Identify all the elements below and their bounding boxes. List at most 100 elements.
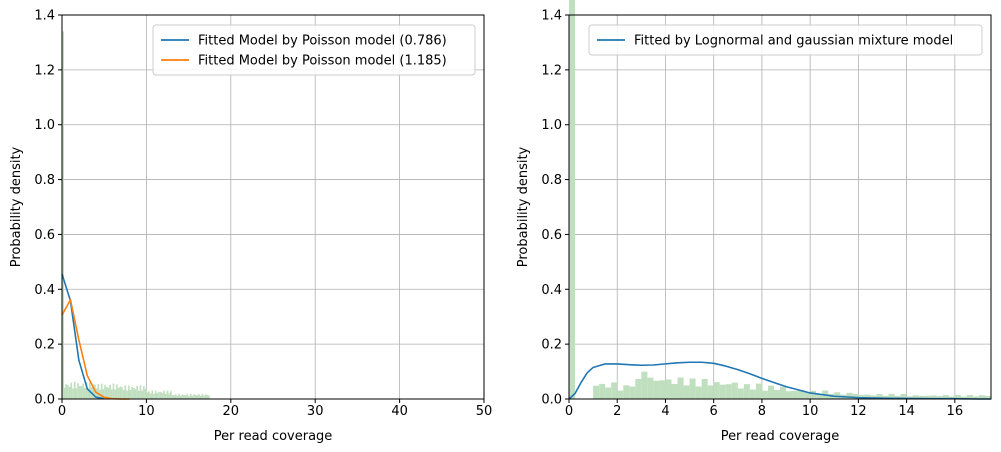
- x-axis-label: Per read coverage: [721, 429, 840, 444]
- histogram-bar: [611, 382, 618, 399]
- chart-panel-2: 0 2 4 6 8 10 12 14 16 0.0 0.2 0.4 0.6 0.8 1.0 1.2 1.4 Per…: [516, 0, 992, 444]
- histogram-bar: [80, 385, 83, 399]
- histogram-bar: [97, 384, 100, 399]
- legend-box: [152, 24, 476, 76]
- histogram-bar: [116, 384, 118, 399]
- histogram-bar: [966, 394, 973, 399]
- histogram-bar: [173, 395, 176, 399]
- series-line-1: [61, 273, 105, 400]
- axes-frame: [61, 14, 485, 400]
- histogram-bar: [102, 389, 105, 399]
- histogram-bar: [954, 394, 961, 399]
- histogram-bar: [767, 385, 774, 399]
- histogram-bar: [204, 394, 207, 399]
- x-tick-label: 30: [307, 404, 324, 419]
- histogram-bar: [719, 384, 726, 399]
- histogram-bar: [117, 387, 120, 399]
- histogram-bar: [148, 391, 150, 399]
- histogram-bar: [181, 394, 184, 399]
- histogram-bar: [695, 386, 702, 399]
- x-tick-label: 20: [223, 404, 240, 419]
- histogram-bar: [804, 391, 811, 399]
- histogram-bar: [178, 393, 180, 399]
- histogram-bar: [683, 385, 690, 399]
- x-tick-label: 16: [947, 404, 964, 419]
- histogram-bar: [731, 382, 738, 399]
- histogram: [62, 31, 210, 399]
- histogram-bar: [208, 395, 210, 399]
- histogram-bar: [199, 395, 202, 399]
- x-tick-label: 10: [138, 404, 155, 419]
- histogram-bar: [206, 394, 209, 399]
- histogram-bar: [137, 390, 140, 399]
- histogram-bar: [166, 390, 169, 399]
- x-tick-label: 12: [850, 404, 867, 419]
- histogram-bar: [126, 390, 128, 399]
- histogram-bar: [749, 389, 756, 399]
- histogram-bar: [131, 387, 133, 399]
- axes-frame: [568, 14, 992, 400]
- histogram-bar: [184, 395, 187, 399]
- histogram-bar: [164, 393, 167, 399]
- histogram-bar: [677, 377, 684, 399]
- histogram-bar: [918, 395, 925, 399]
- histogram-bar: [65, 384, 68, 399]
- histogram-bar: [129, 389, 132, 399]
- chart-panel-1: 0 10 20 30 40 50 0.0 0.2 0.4 0.6 0.8 1.0 1.2 1.4 Per r…: [9, 9, 492, 445]
- histogram-bar: [798, 390, 805, 399]
- histogram-bar: [171, 395, 174, 399]
- histogram-bar: [894, 395, 901, 399]
- histogram-bar: [75, 388, 78, 399]
- histogram-bar: [161, 393, 164, 399]
- histogram-bar: [83, 388, 86, 399]
- histogram-bar: [153, 393, 155, 399]
- histogram-bar: [158, 391, 160, 399]
- histogram-bar: [906, 396, 913, 399]
- histogram-bar: [194, 394, 197, 399]
- histogram-bar: [780, 386, 787, 399]
- histogram-bar: [92, 384, 95, 399]
- histogram-bar: [141, 390, 144, 399]
- histogram-bar: [876, 394, 883, 399]
- histogram-bar: [121, 387, 123, 399]
- histogram-bar: [960, 396, 967, 399]
- histogram-bar: [127, 385, 130, 399]
- y-tick-label: 1.4: [34, 9, 55, 24]
- histogram-bar: [62, 31, 64, 399]
- histogram-bar: [163, 390, 165, 399]
- histogram-bar: [930, 395, 937, 399]
- histogram-bar: [114, 389, 117, 399]
- y-tick-label: 0.8: [541, 173, 562, 188]
- histogram-bar: [67, 385, 69, 399]
- y-tick-label: 0.0: [34, 393, 55, 408]
- histogram: [569, 0, 991, 400]
- histogram-bar: [132, 387, 135, 399]
- histogram-bar: [73, 381, 76, 399]
- histogram-bar: [641, 371, 648, 399]
- histogram-bar: [725, 384, 732, 399]
- y-tick-label: 0.6: [34, 228, 55, 243]
- histogram-bar: [176, 395, 179, 399]
- histogram-bar: [68, 386, 71, 399]
- histogram-bar: [198, 394, 200, 399]
- histogram-bar: [852, 393, 859, 399]
- histogram-bar: [159, 391, 162, 399]
- histogram-bar: [119, 386, 122, 399]
- y-tick-label: 0.8: [34, 173, 55, 188]
- histogram-bar: [593, 385, 600, 399]
- histogram-bar: [984, 395, 991, 399]
- y-tick-label: 1.4: [541, 9, 562, 24]
- y-tick-label: 1.2: [541, 63, 562, 78]
- histogram-bar: [617, 390, 624, 399]
- histogram-bar: [151, 390, 154, 399]
- histogram-bar: [605, 387, 612, 399]
- histogram-bar: [623, 385, 630, 399]
- histogram-bar: [942, 395, 949, 399]
- histogram-bar: [201, 393, 204, 399]
- histogram-bar: [134, 389, 137, 399]
- histogram-bar: [170, 391, 172, 399]
- histogram-bar: [175, 394, 177, 399]
- histogram-bar: [629, 386, 636, 399]
- histogram-bar: [846, 392, 853, 399]
